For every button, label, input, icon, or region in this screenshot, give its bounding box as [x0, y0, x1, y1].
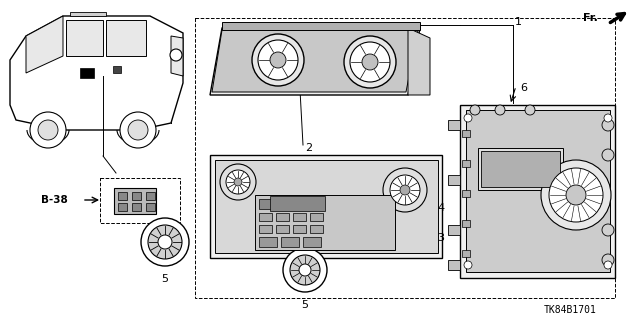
- Bar: [462, 190, 470, 197]
- Bar: [113, 66, 121, 73]
- Text: 4: 4: [437, 203, 444, 213]
- Circle shape: [30, 112, 66, 148]
- Bar: [100, 178, 180, 223]
- Bar: [114, 188, 156, 214]
- Bar: [118, 192, 127, 200]
- Bar: [481, 151, 560, 187]
- Bar: [259, 199, 275, 209]
- Circle shape: [470, 105, 480, 115]
- Circle shape: [234, 178, 242, 186]
- Polygon shape: [212, 30, 418, 92]
- Circle shape: [602, 254, 614, 266]
- Circle shape: [290, 255, 320, 285]
- Bar: [270, 196, 325, 211]
- Circle shape: [464, 114, 472, 122]
- Bar: [310, 213, 323, 221]
- Polygon shape: [210, 155, 442, 258]
- Circle shape: [350, 42, 390, 82]
- Bar: [448, 120, 460, 130]
- Bar: [279, 199, 295, 209]
- Circle shape: [258, 40, 298, 80]
- Bar: [132, 203, 141, 211]
- Circle shape: [602, 149, 614, 161]
- Bar: [255, 195, 395, 250]
- Polygon shape: [408, 28, 430, 95]
- Circle shape: [383, 168, 427, 212]
- Bar: [146, 203, 155, 211]
- Text: Fr.: Fr.: [583, 13, 598, 23]
- Bar: [259, 225, 272, 233]
- Circle shape: [604, 261, 612, 269]
- Circle shape: [283, 248, 327, 292]
- Bar: [303, 237, 321, 247]
- Bar: [448, 260, 460, 270]
- Polygon shape: [466, 110, 610, 272]
- Text: B-38: B-38: [41, 195, 68, 205]
- Circle shape: [602, 224, 614, 236]
- Bar: [293, 225, 306, 233]
- Circle shape: [549, 168, 603, 222]
- Circle shape: [400, 185, 410, 195]
- Circle shape: [158, 235, 172, 249]
- Bar: [146, 192, 155, 200]
- Bar: [299, 199, 315, 209]
- Bar: [118, 203, 127, 211]
- Circle shape: [120, 112, 156, 148]
- Text: TK84B1701: TK84B1701: [543, 305, 596, 315]
- Circle shape: [525, 105, 535, 115]
- Bar: [310, 225, 323, 233]
- Circle shape: [566, 185, 586, 205]
- Polygon shape: [106, 20, 146, 56]
- Circle shape: [299, 264, 311, 276]
- Bar: [276, 225, 289, 233]
- Circle shape: [270, 52, 286, 68]
- Bar: [462, 130, 470, 137]
- Polygon shape: [210, 28, 420, 95]
- Polygon shape: [66, 20, 103, 56]
- Bar: [259, 237, 277, 247]
- Text: 2: 2: [305, 143, 312, 153]
- Bar: [462, 160, 470, 167]
- Bar: [462, 220, 470, 227]
- Bar: [281, 237, 299, 247]
- Circle shape: [220, 164, 256, 200]
- Bar: [276, 213, 289, 221]
- Polygon shape: [26, 16, 63, 73]
- Text: 5: 5: [301, 300, 308, 310]
- Text: 1: 1: [515, 17, 522, 27]
- Circle shape: [252, 34, 304, 86]
- Text: 3: 3: [437, 233, 444, 243]
- Bar: [132, 192, 141, 200]
- Bar: [293, 213, 306, 221]
- Bar: [195, 18, 615, 298]
- Circle shape: [38, 120, 58, 140]
- Circle shape: [170, 49, 182, 61]
- Circle shape: [344, 36, 396, 88]
- Circle shape: [226, 170, 250, 194]
- Circle shape: [128, 120, 148, 140]
- Circle shape: [390, 175, 420, 205]
- Circle shape: [141, 218, 189, 266]
- Polygon shape: [222, 22, 420, 30]
- Circle shape: [148, 225, 182, 259]
- Text: 5: 5: [161, 274, 168, 284]
- Circle shape: [362, 54, 378, 70]
- Circle shape: [541, 160, 611, 230]
- Bar: [478, 148, 563, 190]
- Polygon shape: [171, 36, 183, 76]
- Polygon shape: [10, 16, 183, 130]
- Polygon shape: [460, 105, 615, 278]
- Circle shape: [495, 105, 505, 115]
- Circle shape: [464, 261, 472, 269]
- Bar: [448, 175, 460, 185]
- Bar: [259, 213, 272, 221]
- Bar: [462, 250, 470, 257]
- Bar: [448, 225, 460, 235]
- Circle shape: [602, 119, 614, 131]
- Text: 6: 6: [520, 83, 527, 93]
- Bar: [80, 68, 94, 78]
- Polygon shape: [70, 12, 106, 16]
- Circle shape: [604, 114, 612, 122]
- Polygon shape: [215, 160, 438, 253]
